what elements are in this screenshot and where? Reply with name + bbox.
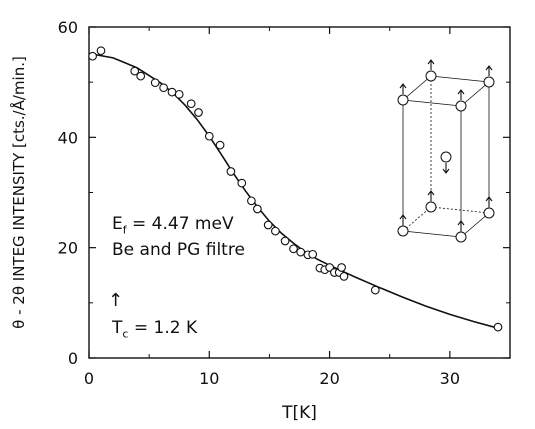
data-point <box>296 247 306 257</box>
up-arrow-icon <box>399 83 407 94</box>
unit-cell-edges <box>402 75 490 238</box>
up-arrow-icon <box>457 89 465 100</box>
data-point <box>339 272 349 281</box>
cell-edge <box>460 81 490 107</box>
data-point <box>194 108 203 117</box>
cell-edge <box>402 206 432 232</box>
data-point <box>308 249 318 259</box>
tc-annotation: Tc = 1.2 K <box>112 318 197 340</box>
cell-edge <box>402 75 432 101</box>
tc-symbol: T <box>112 318 123 338</box>
cell-edge <box>430 206 490 214</box>
data-point <box>88 51 97 61</box>
x-tick-label: 30 <box>440 369 460 388</box>
up-arrow-icon <box>427 190 435 201</box>
ef-value: = 4.47 meV <box>126 214 234 234</box>
up-arrow-icon <box>427 59 435 70</box>
x-tick-label: 20 <box>319 369 339 388</box>
down-arrow-icon <box>442 163 450 174</box>
data-point <box>174 89 184 99</box>
atom <box>483 207 495 219</box>
crystal-structure-inset <box>397 59 495 243</box>
corner-atoms <box>397 70 495 243</box>
ef-annotation: Ef = 4.47 meV <box>112 214 234 236</box>
data-point <box>280 236 290 246</box>
atom <box>455 231 467 243</box>
atom <box>425 70 437 82</box>
x-tick-label: 10 <box>199 369 219 388</box>
data-point <box>150 78 160 88</box>
atom <box>425 201 437 213</box>
x-axis-label: T[K] <box>281 403 317 423</box>
x-tick-label: 0 <box>84 369 94 388</box>
atom <box>397 94 409 106</box>
data-point <box>159 83 168 93</box>
data-point <box>215 140 225 150</box>
data-point <box>237 178 247 188</box>
data-point <box>130 66 140 76</box>
data-point <box>271 226 280 236</box>
data-point <box>204 131 214 141</box>
moment-arrows <box>399 59 493 231</box>
y-tick-label: 40 <box>58 128 78 147</box>
data-point <box>96 46 106 56</box>
cell-edge <box>430 75 490 83</box>
y-tick-label: 0 <box>68 349 78 368</box>
data-point <box>247 196 256 206</box>
fit-curve <box>88 52 499 329</box>
tc-arrow-icon: ↑ <box>108 290 124 311</box>
data-point <box>226 167 236 176</box>
up-arrow-icon <box>485 65 493 76</box>
up-arrow-icon <box>485 196 493 207</box>
y-tick-label: 60 <box>58 18 78 37</box>
data-point <box>263 220 273 230</box>
data-point <box>186 99 196 109</box>
atom <box>397 225 409 237</box>
y-axis-label: θ - 2θ INTEG INTENSITY [cts./Å/min.] <box>9 56 28 329</box>
ef-symbol: E <box>112 214 123 234</box>
filter-annotation: Be and PG filtre <box>112 240 245 260</box>
data-point <box>289 244 298 254</box>
data-point <box>253 204 262 214</box>
atom <box>483 76 495 88</box>
tc-value: = 1.2 K <box>128 318 198 338</box>
cell-edge <box>402 99 462 107</box>
cell-edge <box>460 212 490 238</box>
up-arrow-icon <box>399 214 407 225</box>
atom <box>455 100 467 112</box>
ef-subscript: f <box>122 223 127 237</box>
tc-subscript: c <box>122 327 129 341</box>
up-arrow-icon <box>457 220 465 231</box>
data-point <box>337 263 346 272</box>
y-tick-label: 20 <box>58 239 78 258</box>
data-point <box>370 285 380 295</box>
cell-edge <box>402 230 462 238</box>
data-point <box>136 71 146 81</box>
data-point <box>493 322 503 332</box>
center-atom <box>440 151 452 163</box>
data-point <box>167 87 177 97</box>
